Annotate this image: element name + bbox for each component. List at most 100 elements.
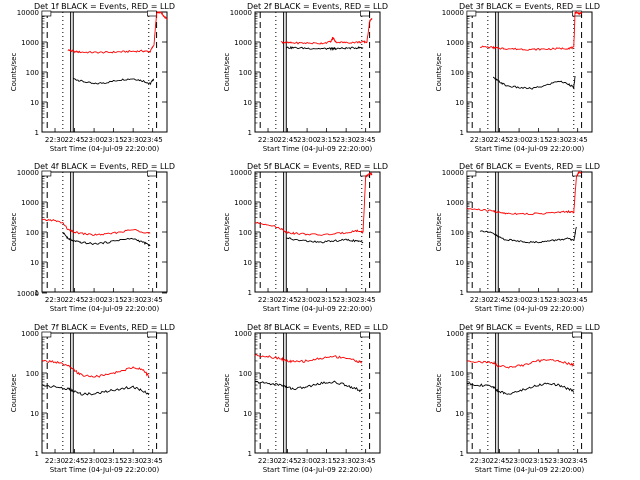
x-tick-label: 23:45	[356, 136, 376, 144]
x-tick-label: 23:30	[548, 457, 568, 465]
plot-frame	[41, 332, 168, 454]
x-tick-label: 23:45	[143, 296, 163, 304]
x-tick-label: 23:45	[143, 457, 163, 465]
x-tick-label: 23:45	[356, 296, 376, 304]
series-line-lld	[254, 353, 362, 364]
saa-marker-box	[147, 170, 157, 177]
x-tick-label: 22:30	[258, 457, 278, 465]
x-tick-label: 23:15	[317, 296, 337, 304]
saa-marker-box	[41, 10, 52, 17]
series-line-events	[254, 380, 362, 393]
series-line-events	[286, 237, 364, 244]
y-tick-label: 1	[248, 289, 252, 297]
series-line-lld	[67, 11, 168, 54]
y-axis-label: Counts/sec	[10, 374, 18, 413]
y-tick-label: 1000	[234, 39, 252, 47]
series-line-lld	[280, 18, 373, 45]
x-tick-label: 23:30	[123, 296, 143, 304]
x-tick-label: 22:45	[277, 136, 297, 144]
y-tick-label: 100	[451, 69, 464, 77]
saa-marker-box	[466, 10, 477, 17]
series-line-lld	[254, 171, 373, 236]
x-tick-label: 22:30	[258, 136, 278, 144]
x-tick-label: 22:45	[64, 457, 84, 465]
y-tick-label: 100	[26, 229, 39, 237]
x-tick-label: 22:45	[64, 136, 84, 144]
chart-title: Det 6f BLACK = Events, RED = LLD	[459, 162, 600, 171]
x-tick-label: 23:00	[509, 296, 529, 304]
y-tick-label: 1	[460, 289, 464, 297]
y-tick-label: 10000	[17, 290, 39, 298]
y-tick-label: 100	[451, 370, 464, 378]
chart-title: Det 3f BLACK = Events, RED = LLD	[459, 2, 600, 11]
y-tick-label: 10000	[230, 169, 252, 177]
x-axis-label: Start Time (04-Jul-09 22:20:00)	[263, 466, 373, 474]
x-tick-label: 23:00	[84, 296, 104, 304]
y-tick-label: 100	[239, 370, 252, 378]
x-tick-label: 22:45	[489, 457, 509, 465]
chart-title: Det 9f BLACK = Events, RED = LLD	[459, 323, 600, 332]
chart-panel-7: Det 7f BLACK = Events, RED = LLD 1 10 100 10…	[10, 290, 175, 474]
x-axis-label: Start Time (04-Jul-09 22:20:00)	[475, 466, 585, 474]
y-tick-label: 100	[239, 229, 252, 237]
x-tick-label: 22:30	[45, 296, 65, 304]
y-axis-label: Counts/sec	[435, 53, 443, 92]
x-tick-label: 22:30	[258, 296, 278, 304]
series-line-events	[479, 226, 577, 244]
chart-panel-4: Det 4f BLACK = Events, RED = LLD 1 10 100 10…	[10, 162, 175, 313]
x-tick-label: 23:15	[317, 136, 337, 144]
series-line-events	[41, 384, 150, 396]
series-line-events	[73, 77, 155, 86]
x-tick-label: 23:15	[317, 457, 337, 465]
y-tick-label: 10000	[17, 9, 39, 17]
x-tick-label: 23:30	[548, 296, 568, 304]
saa-marker-box	[147, 10, 157, 17]
y-axis-label: Counts/sec	[223, 53, 231, 92]
x-tick-label: 23:00	[84, 457, 104, 465]
chart-title: Det 7f BLACK = Events, RED = LLD	[34, 323, 175, 332]
plot-frame	[466, 11, 593, 133]
x-tick-label: 23:30	[336, 136, 356, 144]
y-tick-label: 1000	[446, 199, 464, 207]
x-axis-label: Start Time (04-Jul-09 22:20:00)	[475, 145, 585, 153]
x-tick-label: 22:45	[489, 296, 509, 304]
x-tick-label: 23:30	[548, 136, 568, 144]
y-tick-label: 1	[460, 450, 464, 458]
chart-panel-9: Det 9f BLACK = Events, RED = LLD 1 10 100 10…	[435, 323, 600, 474]
x-tick-label: 23:00	[509, 136, 529, 144]
x-tick-label: 22:30	[45, 136, 65, 144]
chart-panel-2: Det 2f BLACK = Events, RED = LLD 1 10 100 10…	[223, 2, 388, 153]
y-tick-label: 1000	[21, 330, 39, 338]
x-tick-label: 23:30	[336, 296, 356, 304]
y-tick-label: 1	[35, 450, 39, 458]
y-tick-label: 100	[451, 229, 464, 237]
y-tick-label: 1000	[21, 199, 39, 207]
series-line-lld	[42, 218, 151, 236]
x-tick-label: 23:15	[104, 296, 124, 304]
x-tick-label: 23:30	[123, 457, 143, 465]
x-tick-label: 23:15	[529, 457, 549, 465]
x-tick-label: 23:00	[297, 136, 317, 144]
chart-title: Det 2f BLACK = Events, RED = LLD	[247, 2, 388, 11]
x-tick-label: 23:45	[143, 136, 163, 144]
y-tick-label: 1000	[446, 330, 464, 338]
x-tick-label: 23:15	[529, 136, 549, 144]
x-axis-label: Start Time (04-Jul-09 22:20:00)	[475, 305, 585, 313]
x-tick-label: 23:15	[104, 457, 124, 465]
x-tick-label: 23:15	[104, 136, 124, 144]
x-tick-label: 23:00	[84, 136, 104, 144]
x-tick-label: 22:30	[45, 457, 65, 465]
y-tick-label: 10	[30, 99, 39, 107]
y-tick-label: 100	[26, 69, 39, 77]
saa-marker-box	[572, 331, 582, 338]
y-tick-label: 10	[455, 259, 464, 267]
x-tick-label: 23:45	[568, 296, 588, 304]
saa-marker-box	[41, 331, 52, 338]
x-tick-label: 22:30	[470, 296, 490, 304]
y-tick-label: 100	[26, 370, 39, 378]
chart-title: Det 1f BLACK = Events, RED = LLD	[34, 2, 175, 11]
y-tick-label: 10000	[17, 169, 39, 177]
x-tick-label: 22:45	[277, 296, 297, 304]
series-line-events	[285, 45, 364, 52]
y-tick-label: 1000	[234, 330, 252, 338]
